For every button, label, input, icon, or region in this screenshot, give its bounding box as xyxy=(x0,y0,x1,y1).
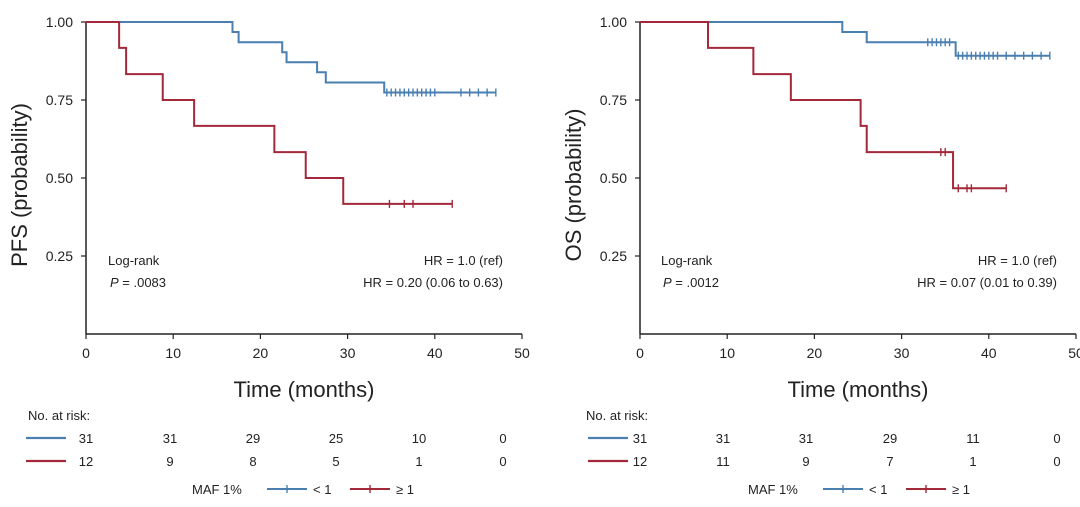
logrank-label: Log-rank xyxy=(661,253,713,268)
x-axis-title: Time (months) xyxy=(788,377,929,402)
p-number: = .0012 xyxy=(672,275,719,290)
risk-count: 0 xyxy=(1053,431,1060,446)
legend-label: < 1 xyxy=(313,482,331,497)
x-tick-label: 0 xyxy=(82,345,90,361)
x-tick-label: 40 xyxy=(427,345,443,361)
y-tick-label: 0.50 xyxy=(600,170,627,186)
risk-count: 31 xyxy=(163,431,177,446)
risk-count: 8 xyxy=(249,454,256,469)
legend-label: < 1 xyxy=(869,482,887,497)
legend-title: MAF 1% xyxy=(192,482,242,497)
km-curve-ge1 xyxy=(86,21,453,205)
x-tick-label: 50 xyxy=(514,345,530,361)
risk-count: 11 xyxy=(716,454,730,469)
risk-count: 31 xyxy=(79,431,93,446)
x-tick-label: 30 xyxy=(894,345,910,361)
km-curve-ge1 xyxy=(640,21,1007,190)
y-axis-title: OS (probability) xyxy=(561,109,586,262)
hr-value: HR = 0.07 (0.01 to 0.39) xyxy=(917,275,1057,290)
x-tick-label: 20 xyxy=(253,345,269,361)
x-tick-label: 20 xyxy=(807,345,823,361)
risk-table-title: No. at risk: xyxy=(28,408,90,423)
y-tick-label: 1.00 xyxy=(600,14,627,30)
y-axis-title: PFS (probability) xyxy=(7,103,32,267)
y-tick-label: 0.75 xyxy=(46,92,73,108)
km-curve-lt1 xyxy=(640,21,1050,57)
risk-count: 1 xyxy=(969,454,976,469)
risk-count: 9 xyxy=(802,454,809,469)
p-symbol: P xyxy=(110,275,119,290)
x-tick-label: 10 xyxy=(719,345,735,361)
y-tick-label: 1.00 xyxy=(46,14,73,30)
risk-count: 0 xyxy=(499,431,506,446)
x-tick-label: 0 xyxy=(636,345,644,361)
x-tick-label: 30 xyxy=(340,345,356,361)
y-tick-label: 0.25 xyxy=(46,248,73,264)
risk-count: 29 xyxy=(883,431,897,446)
risk-count: 31 xyxy=(799,431,813,446)
p-value: P = .0012 xyxy=(663,275,719,290)
risk-count: 31 xyxy=(716,431,730,446)
y-tick-label: 0.75 xyxy=(600,92,627,108)
hr-reference: HR = 1.0 (ref) xyxy=(424,253,503,268)
p-symbol: P xyxy=(663,275,672,290)
hr-value: HR = 0.20 (0.06 to 0.63) xyxy=(363,275,503,290)
x-tick-label: 50 xyxy=(1068,345,1080,361)
logrank-label: Log-rank xyxy=(108,253,160,268)
risk-count: 0 xyxy=(1053,454,1060,469)
legend-title: MAF 1% xyxy=(748,482,798,497)
x-tick-label: 40 xyxy=(981,345,997,361)
risk-count: 11 xyxy=(966,431,980,446)
y-tick-label: 0.25 xyxy=(600,248,627,264)
risk-table-title: No. at risk: xyxy=(586,408,648,423)
x-axis-title: Time (months) xyxy=(234,377,375,402)
p-number: = .0083 xyxy=(119,275,166,290)
y-tick-label: 0.50 xyxy=(46,170,73,186)
risk-count: 5 xyxy=(332,454,339,469)
km-curve-lt1 xyxy=(86,21,496,94)
x-tick-label: 10 xyxy=(165,345,181,361)
risk-count: 31 xyxy=(633,431,647,446)
risk-count: 10 xyxy=(412,431,426,446)
risk-count: 25 xyxy=(329,431,343,446)
risk-count: 12 xyxy=(79,454,93,469)
p-value: P = .0083 xyxy=(110,275,166,290)
hr-reference: HR = 1.0 (ref) xyxy=(978,253,1057,268)
risk-count: 0 xyxy=(499,454,506,469)
risk-count: 7 xyxy=(886,454,893,469)
risk-count: 1 xyxy=(415,454,422,469)
risk-count: 9 xyxy=(166,454,173,469)
legend-label: ≥ 1 xyxy=(952,482,970,497)
legend-label: ≥ 1 xyxy=(396,482,414,497)
risk-count: 12 xyxy=(633,454,647,469)
risk-count: 29 xyxy=(246,431,260,446)
